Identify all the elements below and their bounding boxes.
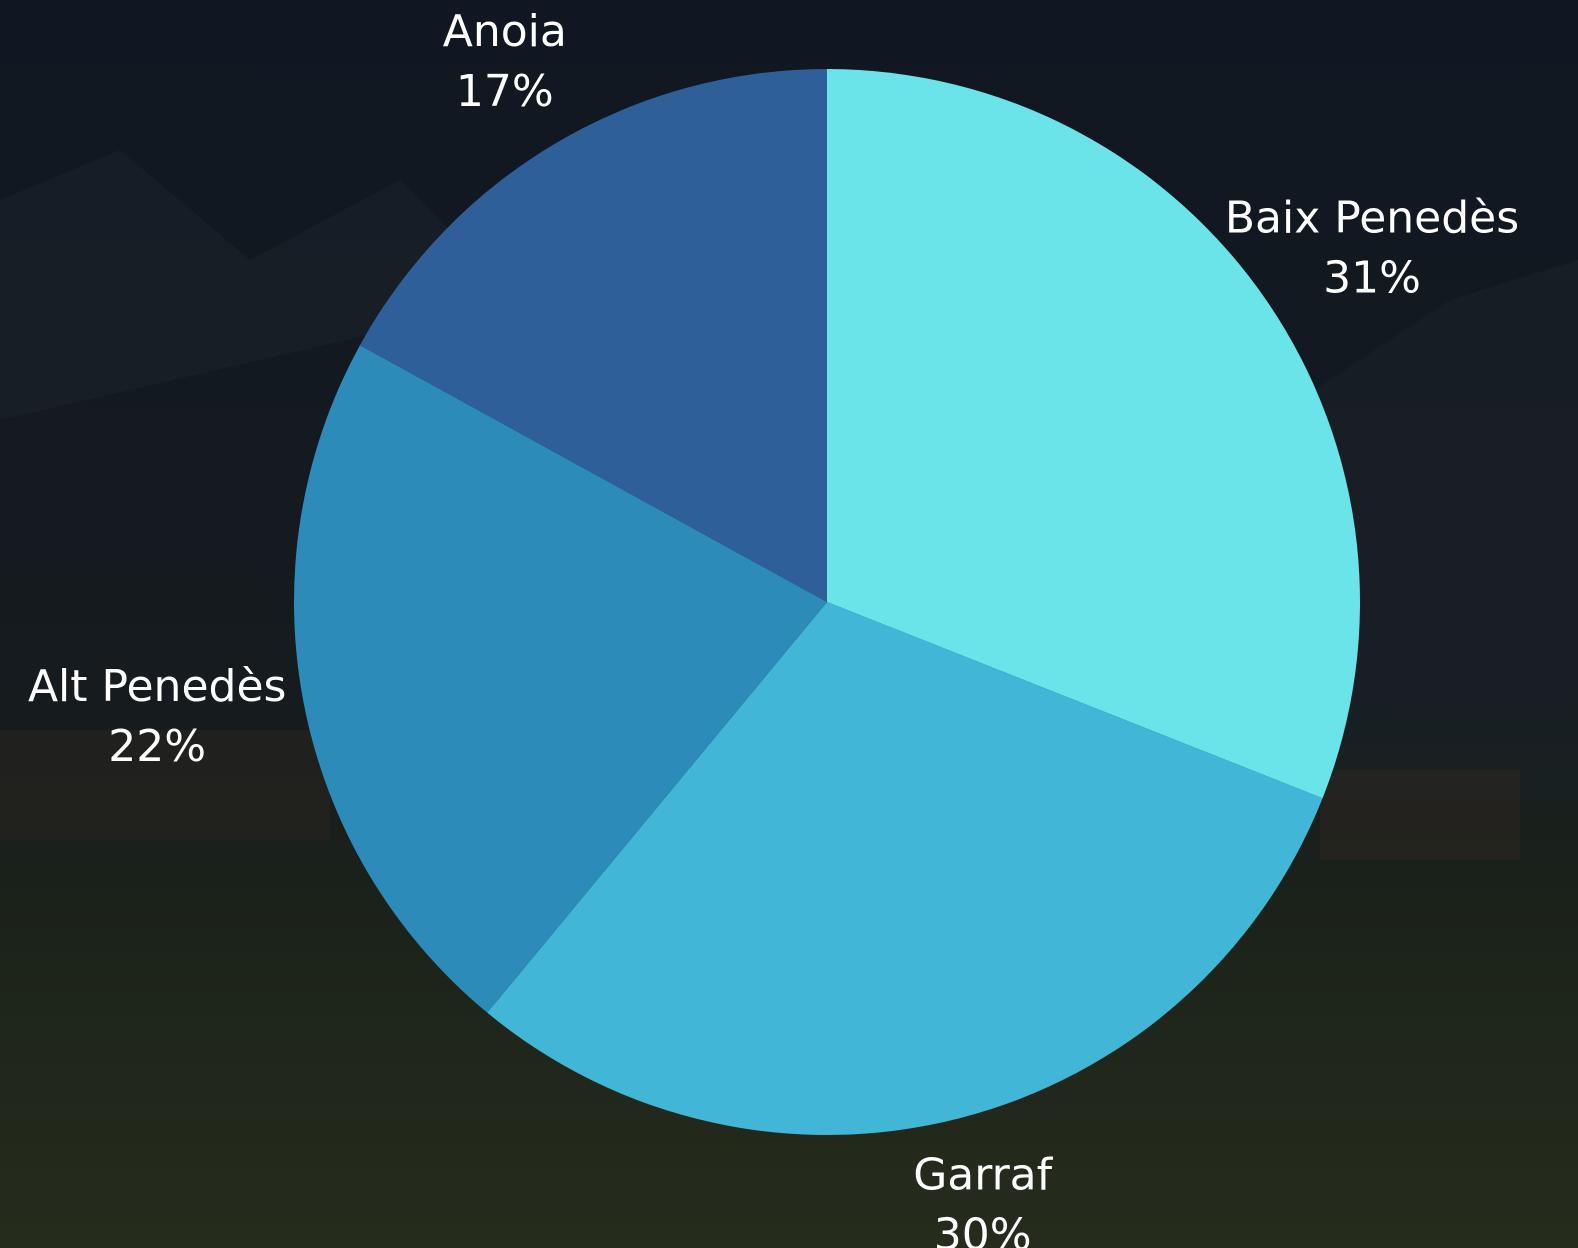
slice-value-label: 30% (934, 1209, 1032, 1248)
slice-value-label: 17% (456, 66, 554, 117)
slice-label: Baix Penedès (1225, 193, 1519, 244)
page: Baix Penedès 31% Garraf 30% Alt Penedès 22% An… (0, 0, 1578, 1248)
slice-label: Anoia (443, 6, 567, 57)
chart: Baix Penedès 31% Garraf 30% Alt Penedès 22% An… (0, 0, 1578, 1248)
background-houses (1320, 770, 1520, 860)
slice-value-label: 22% (108, 721, 206, 772)
slice-label: Alt Penedès (28, 661, 286, 712)
slice-value-label: 31% (1323, 253, 1421, 304)
slice-label: Garraf (913, 1149, 1053, 1200)
